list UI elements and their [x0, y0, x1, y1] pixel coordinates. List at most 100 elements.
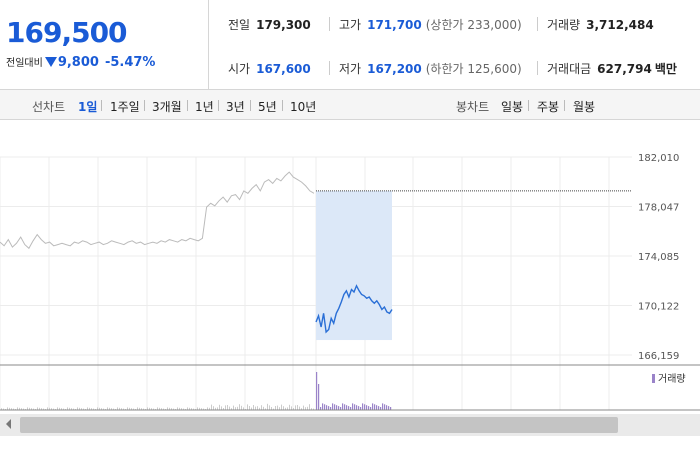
chart-scrollbar[interactable] — [0, 414, 700, 436]
volume-bar — [171, 408, 172, 410]
stat-divider — [329, 61, 330, 75]
volume-bar — [316, 372, 318, 410]
volume-bar — [143, 408, 144, 410]
volume-bar — [91, 408, 92, 410]
tab-divider — [218, 100, 219, 111]
tab-1-year[interactable]: 1년 — [195, 100, 214, 114]
volume-bar — [372, 403, 374, 410]
volume-bar — [350, 407, 352, 410]
upper-limit: (상한가 233,000) — [425, 18, 522, 32]
volume-bar — [17, 407, 18, 410]
volume-bar — [255, 406, 256, 410]
volume-legend-swatch — [652, 374, 655, 383]
change-percent: -5.47% — [104, 55, 156, 70]
volume-bar — [81, 408, 82, 410]
scroll-left-arrow-icon[interactable] — [6, 419, 11, 429]
volume-bar — [382, 403, 384, 410]
volume-bar — [157, 407, 158, 410]
volume-bar — [11, 408, 12, 410]
volume-bar — [89, 407, 90, 410]
volume-bar — [313, 408, 314, 410]
volume-bar — [309, 404, 310, 410]
volume-bar — [149, 407, 150, 410]
volume-bar — [13, 408, 14, 410]
volume-bar — [275, 406, 276, 410]
volume-bar — [263, 406, 264, 410]
volume-bar — [320, 407, 322, 410]
volume-bar — [201, 408, 202, 410]
volume-bar — [179, 407, 180, 410]
tab-1-day[interactable]: 1일 — [78, 100, 98, 114]
tab-10-years[interactable]: 10년 — [290, 100, 317, 114]
volume-bar — [384, 404, 386, 410]
volume-bar — [301, 408, 302, 410]
volume-bar — [141, 408, 142, 410]
volume-bar — [257, 406, 258, 410]
chart-period-bar: 선차트 1일 1주일 3개월 1년 3년 5년 10년 봉차트 일봉 주봉 월봉 — [0, 90, 700, 120]
scroll-thumb[interactable] — [20, 417, 618, 433]
high-value: 171,700 — [367, 18, 422, 32]
volume-bar — [211, 404, 212, 410]
volume-bar — [29, 407, 30, 410]
volume-bar — [261, 405, 262, 410]
volume-bar — [376, 405, 378, 410]
trade-amount-unit: 백만 — [654, 62, 677, 76]
volume-bar — [3, 408, 4, 410]
low-value: 167,200 — [367, 62, 422, 76]
high-stat: 고가 171,700 (상한가 233,000) — [339, 16, 522, 33]
stat-divider — [537, 17, 538, 31]
volume-bar — [332, 403, 334, 410]
volume-bar — [271, 407, 272, 410]
tab-divider — [101, 100, 102, 111]
tab-divider — [564, 100, 565, 111]
volume-bar — [111, 408, 112, 410]
volume-bar — [279, 407, 280, 410]
tab-monthly-candle[interactable]: 월봉 — [573, 100, 596, 114]
volume-bar — [253, 405, 254, 410]
volume-bar — [109, 407, 110, 410]
volume-bar — [193, 408, 194, 410]
y-axis-tick-label: 178,047 — [638, 203, 679, 214]
volume-bar — [283, 406, 284, 410]
tab-3-months[interactable]: 3개월 — [152, 100, 182, 114]
volume-bar — [93, 408, 94, 410]
volume-bar — [69, 407, 70, 410]
volume-bar — [77, 407, 78, 410]
open-label: 시가 — [228, 62, 251, 76]
volume-bar — [43, 408, 44, 410]
volume-bar — [293, 408, 294, 410]
volume-bar — [273, 408, 274, 410]
volume-bar — [107, 407, 108, 410]
volume-bar — [167, 407, 168, 410]
volume-bar — [189, 407, 190, 410]
volume-bar — [73, 408, 74, 410]
tab-weekly-candle[interactable]: 주봉 — [537, 100, 560, 114]
volume-bar — [322, 403, 324, 410]
volume-label: 거래량 — [547, 18, 581, 32]
y-axis-tick-label: 166,159 — [638, 351, 679, 362]
volume-bar — [1, 408, 2, 410]
volume-bar — [370, 407, 372, 410]
volume-bar — [209, 407, 210, 410]
prev-day-price-line — [0, 171, 315, 250]
volume-bar — [153, 408, 154, 410]
today-price-line — [315, 284, 393, 334]
volume-bar — [352, 403, 354, 410]
volume-bar — [360, 407, 362, 410]
volume-bar — [203, 408, 204, 410]
volume-bar — [311, 408, 312, 410]
volume-bar — [239, 404, 240, 410]
tab-daily-candle[interactable]: 일봉 — [501, 100, 524, 114]
y-axis-tick-label: 182,010 — [638, 153, 679, 164]
tab-1-week[interactable]: 1주일 — [110, 100, 140, 114]
volume-bar — [181, 408, 182, 410]
tab-5-years[interactable]: 5년 — [258, 100, 277, 114]
volume-bar — [49, 407, 50, 410]
volume-bar — [213, 406, 214, 410]
volume-bar — [103, 408, 104, 410]
volume-bar — [233, 405, 234, 410]
tab-3-years[interactable]: 3년 — [226, 100, 245, 114]
volume-legend-label: 거래량 — [658, 373, 686, 385]
volume-bar — [129, 407, 130, 410]
volume-bar — [131, 408, 132, 410]
